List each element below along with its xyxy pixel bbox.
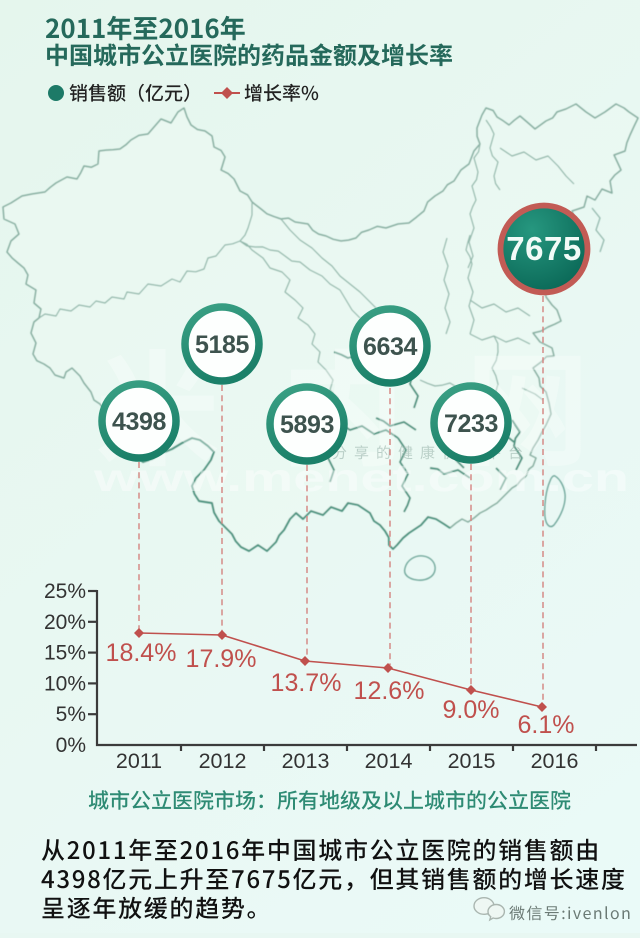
svg-text:2016: 2016 [531, 749, 579, 773]
svg-text:2015: 2015 [448, 749, 496, 773]
svg-text:4398: 4398 [112, 408, 167, 436]
svg-text:15%: 15% [44, 642, 86, 665]
svg-text:6634: 6634 [363, 333, 418, 361]
svg-text:12.6%: 12.6% [354, 677, 425, 705]
svg-text:2014: 2014 [365, 749, 413, 773]
svg-text:17.9%: 17.9% [186, 645, 257, 673]
svg-text:2011: 2011 [116, 749, 162, 773]
svg-text:9.0%: 9.0% [443, 696, 500, 724]
svg-text:6.1%: 6.1% [518, 711, 575, 739]
svg-text:18.4%: 18.4% [106, 639, 177, 667]
svg-text:10%: 10% [44, 672, 86, 695]
svg-text:0%: 0% [56, 734, 86, 757]
svg-text:5893: 5893 [280, 411, 334, 439]
svg-text:5%: 5% [56, 703, 86, 726]
svg-text:20%: 20% [44, 611, 86, 634]
svg-text:25%: 25% [44, 580, 86, 603]
svg-text:13.7%: 13.7% [271, 669, 342, 697]
svg-text:7675: 7675 [506, 230, 581, 267]
svg-text:2012: 2012 [199, 749, 247, 773]
svg-text:5185: 5185 [195, 331, 250, 359]
svg-text:7233: 7233 [444, 410, 498, 438]
svg-text:2013: 2013 [282, 749, 330, 773]
svg-text:www.menet.com.cn: www.menet.com.cn [93, 457, 629, 500]
